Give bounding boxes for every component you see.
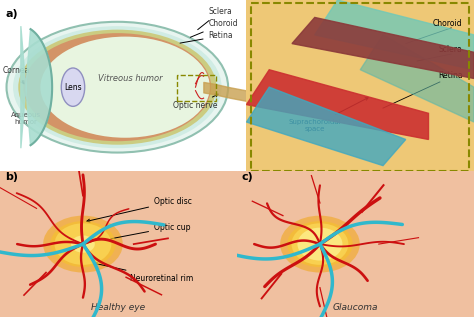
Ellipse shape (43, 216, 123, 273)
Polygon shape (360, 35, 474, 122)
Polygon shape (21, 26, 52, 148)
Ellipse shape (287, 221, 353, 267)
Polygon shape (237, 171, 474, 317)
Ellipse shape (280, 216, 360, 273)
Text: Optic disc: Optic disc (87, 197, 192, 222)
Polygon shape (315, 0, 474, 70)
Text: c): c) (242, 172, 254, 182)
Polygon shape (246, 87, 406, 165)
Text: Healthy eye: Healthy eye (91, 302, 146, 312)
Text: Suprachoroidal
space: Suprachoroidal space (288, 98, 368, 132)
Polygon shape (87, 0, 474, 174)
Polygon shape (0, 171, 237, 317)
Ellipse shape (13, 26, 222, 148)
Ellipse shape (50, 221, 116, 267)
Text: Glaucoma: Glaucoma (333, 302, 378, 312)
Bar (251, 3, 469, 171)
Ellipse shape (61, 68, 85, 107)
Bar (177, 75, 217, 101)
Text: Cornea: Cornea (3, 66, 30, 84)
Text: Vitreous humor: Vitreous humor (98, 74, 163, 83)
Ellipse shape (298, 228, 342, 261)
Text: Sclera: Sclera (198, 7, 232, 30)
Text: b): b) (5, 172, 18, 182)
Text: Choroid: Choroid (190, 19, 238, 37)
Text: Optic nerve: Optic nerve (173, 94, 218, 110)
Text: Retina: Retina (180, 31, 233, 43)
Ellipse shape (292, 223, 348, 265)
Text: Optic cup: Optic cup (87, 223, 191, 244)
Text: Choroid: Choroid (433, 19, 463, 28)
Text: Aqueous
humor: Aqueous humor (11, 112, 41, 125)
Text: Retina: Retina (438, 71, 463, 81)
Ellipse shape (55, 223, 111, 265)
Ellipse shape (7, 22, 228, 152)
Ellipse shape (40, 37, 210, 138)
Text: Lens: Lens (64, 83, 82, 92)
Text: a): a) (5, 9, 18, 19)
Text: Neuroretinal rim: Neuroretinal rim (94, 262, 193, 282)
Text: Sclera: Sclera (439, 45, 463, 54)
Polygon shape (292, 17, 474, 78)
Ellipse shape (23, 33, 211, 141)
Polygon shape (246, 0, 474, 174)
Ellipse shape (18, 30, 217, 145)
Ellipse shape (71, 236, 95, 253)
Polygon shape (246, 70, 428, 139)
